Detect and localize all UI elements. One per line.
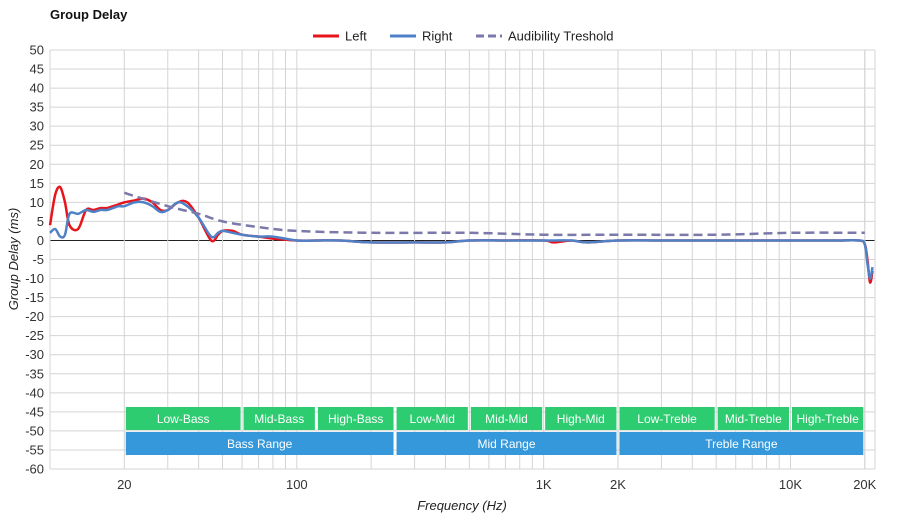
band-rect	[243, 407, 315, 430]
band-treble-range: Treble Range	[619, 432, 864, 455]
series-lines	[48, 185, 874, 284]
band-rect	[470, 407, 543, 430]
band-label: Mid Range	[477, 437, 535, 451]
y-tick-label: -60	[25, 462, 44, 477]
band-high-bass: High-Bass	[317, 407, 394, 430]
y-tick-label: -15	[25, 290, 44, 305]
band-label: Bass Range	[227, 437, 293, 451]
y-tick-label: -25	[25, 328, 44, 343]
series-line-audibility-treshold	[123, 191, 865, 237]
x-tick-label: 20K	[853, 477, 876, 492]
y-tick-label: 15	[30, 176, 44, 191]
y-tick-label: 25	[30, 138, 44, 153]
band-low-mid: Low-Mid	[396, 407, 468, 430]
band-low-treble: Low-Treble	[619, 407, 715, 430]
y-tick-label: 5	[37, 214, 44, 229]
y-tick-label: -45	[25, 404, 44, 419]
y-tick-label: 40	[30, 81, 44, 96]
y-tick-label: 35	[30, 100, 44, 115]
band-label: Mid-Mid	[485, 412, 528, 426]
band-rect	[317, 407, 394, 430]
band-bass-range: Bass Range	[125, 432, 394, 455]
y-tick-label: -35	[25, 366, 44, 381]
x-tick-label: 100	[286, 477, 308, 492]
band-low-bass: Low-Bass	[125, 407, 241, 430]
band-mid-treble: Mid-Treble	[717, 407, 789, 430]
y-tick-label: -10	[25, 271, 44, 286]
x-tick-label: 2K	[610, 477, 626, 492]
band-rect	[545, 407, 617, 430]
y-tick-label: 45	[30, 62, 44, 77]
x-tick-label: 1K	[536, 477, 552, 492]
band-label: Mid-Treble	[725, 412, 782, 426]
band-label: High-Bass	[328, 412, 383, 426]
band-label: Low-Mid	[410, 412, 455, 426]
band-rect	[619, 407, 715, 430]
y-tick-label: 50	[30, 43, 44, 58]
y-tick-label: -55	[25, 442, 44, 457]
legend-label: Left	[345, 29, 367, 44]
series-line-right	[49, 200, 874, 280]
band-label: Mid-Bass	[254, 412, 304, 426]
band-label: High-Treble	[797, 412, 860, 426]
y-tick-label: -30	[25, 347, 44, 362]
band-mid-range: Mid Range	[396, 432, 617, 455]
y-tick-label: -50	[25, 423, 44, 438]
band-mid-bass: Mid-Bass	[243, 407, 315, 430]
y-tick-label: -5	[32, 252, 44, 267]
band-rect	[125, 407, 241, 430]
legend: Left Right Audibility Treshold	[313, 29, 614, 44]
y-tick-label: 10	[30, 195, 44, 210]
y-tick-label: -40	[25, 385, 44, 400]
band-rect	[125, 432, 394, 455]
band-rect	[396, 407, 468, 430]
band-label: Low-Bass	[157, 412, 210, 426]
x-axis-title: Frequency (Hz)	[417, 498, 507, 513]
band-label: Treble Range	[705, 437, 778, 451]
tick-labels: 50454035302520151050-5-10-15-20-25-30-35…	[25, 43, 876, 493]
y-tick-label: 20	[30, 157, 44, 172]
band-mid-mid: Mid-Mid	[470, 407, 543, 430]
band-rect	[717, 407, 789, 430]
series-line-left	[48, 185, 874, 284]
band-label: High-Mid	[557, 412, 605, 426]
x-tick-label: 10K	[779, 477, 802, 492]
y-tick-label: 30	[30, 119, 44, 134]
chart-title: Group Delay	[50, 7, 128, 22]
y-tick-label: -20	[25, 309, 44, 324]
band-label: Low-Treble	[637, 412, 697, 426]
y-axis-title: Group Delay (ms)	[6, 208, 21, 311]
frequency-bands: Low-Bass Mid-Bass High-Bass Low-Mid Mid-Mid H…	[125, 407, 864, 455]
band-rect	[396, 432, 617, 455]
grid	[49, 49, 876, 470]
band-rect	[791, 407, 864, 430]
band-high-treble: High-Treble	[791, 407, 864, 430]
band-high-mid: High-Mid	[545, 407, 617, 430]
legend-label: Audibility Treshold	[508, 29, 614, 44]
legend-label: Right	[422, 29, 453, 44]
y-tick-label: 0	[37, 233, 44, 248]
x-tick-label: 20	[117, 477, 131, 492]
band-rect	[619, 432, 864, 455]
